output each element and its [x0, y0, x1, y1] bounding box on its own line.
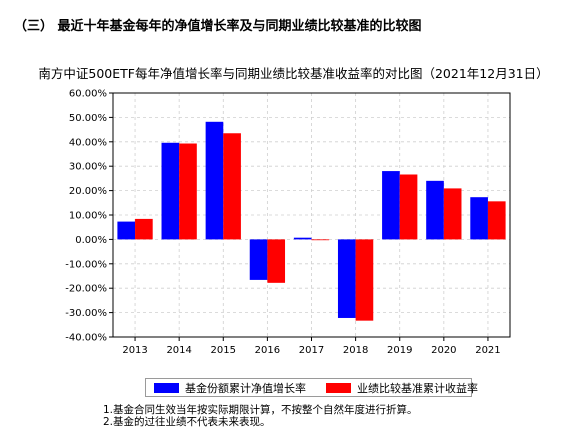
section-heading: （三） 最近十年基金每年的净值增长率及与同期业绩比较基准的比较图 — [14, 19, 422, 34]
y-tick-label: -40.00% — [65, 333, 107, 344]
bar-fund-2020 — [426, 180, 444, 240]
bar-fund-2015 — [205, 121, 224, 240]
x-tick-label: 2013 — [122, 345, 147, 356]
y-tick-label: -30.00% — [65, 308, 107, 319]
y-tick-label: 10.00% — [69, 211, 107, 222]
bar-benchmark-2014 — [179, 143, 197, 240]
legend-item-fund: 基金份额累计净值增长率 — [154, 380, 306, 396]
chart-title: 南方中证500ETF每年净值增长率与同期业绩比较基准收益率的对比图（2021年1… — [38, 66, 549, 81]
bar-fund-2018 — [337, 239, 356, 318]
x-tick-label: 2018 — [343, 345, 368, 356]
y-tick-label: 0.00% — [75, 235, 107, 246]
legend-swatch-fund — [154, 382, 179, 393]
legend-label-benchmark: 业绩比较基准累计收益率 — [357, 381, 478, 395]
bar-fund-2013 — [117, 221, 136, 240]
bar-fund-2019 — [382, 171, 400, 240]
bars — [117, 121, 506, 321]
x-tick-label: 2019 — [387, 345, 412, 356]
bar-fund-2014 — [161, 142, 180, 240]
y-tick-label: 50.00% — [69, 113, 107, 124]
x-tick-label: 2014 — [166, 345, 191, 356]
x-tick-label: 2020 — [431, 345, 456, 356]
legend-label-fund: 基金份额累计净值增长率 — [185, 381, 306, 395]
bar-benchmark-2019 — [399, 174, 418, 240]
bar-benchmark-2017 — [311, 239, 330, 241]
y-tick-label: 30.00% — [69, 162, 107, 173]
footnotes: 1.基金合同生效当年按实际期限计算，不按整个自然年度进行折算。 2.基金的过往业… — [103, 404, 418, 428]
y-tick-label: -10.00% — [65, 259, 107, 270]
bar-benchmark-2015 — [223, 133, 241, 240]
axes: -40.00% -30.00% -20.00% -10.00% 0.00% 10.00% 2… — [65, 89, 500, 357]
bar-benchmark-2018 — [355, 239, 374, 321]
y-tick-label: -20.00% — [65, 284, 107, 295]
y-tick-label: 40.00% — [69, 137, 107, 148]
x-tick-label: 2021 — [475, 345, 500, 356]
x-tick-label: 2015 — [211, 345, 236, 356]
bar-benchmark-2021 — [487, 201, 506, 240]
bar-fund-2021 — [470, 197, 488, 240]
footnote-2: 2.基金的过往业绩不代表未来表现。 — [103, 416, 271, 428]
y-tick-label: 20.00% — [69, 186, 107, 197]
y-tick-label: 60.00% — [69, 89, 107, 100]
bar-fund-2016 — [249, 239, 268, 280]
x-tick-label: 2017 — [299, 345, 324, 356]
legend-item-benchmark: 业绩比较基准累计收益率 — [326, 380, 478, 396]
bar-benchmark-2016 — [267, 239, 286, 283]
x-tick-label: 2016 — [255, 345, 280, 356]
bar-fund-2017 — [293, 237, 312, 240]
footnote-1: 1.基金合同生效当年按实际期限计算，不按整个自然年度进行折算。 — [103, 404, 418, 416]
bar-benchmark-2013 — [135, 218, 153, 240]
legend-swatch-benchmark — [326, 382, 351, 393]
bar-benchmark-2020 — [443, 188, 462, 240]
legend: 基金份额累计净值增长率 业绩比较基准累计收益率 — [145, 378, 478, 397]
